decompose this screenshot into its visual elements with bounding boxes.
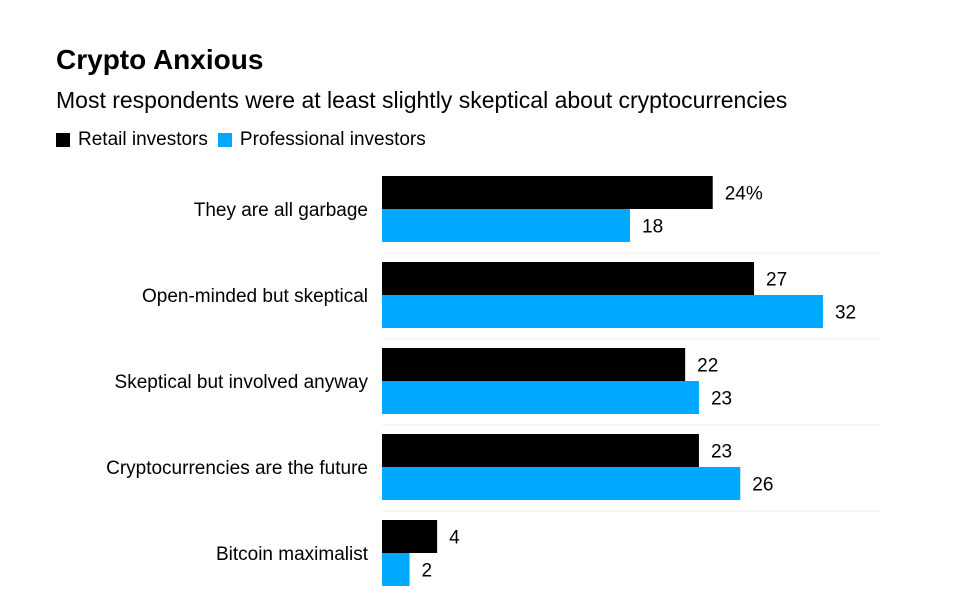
legend-label-professional: Professional investors	[239, 129, 426, 150]
legend-item-professional: Professional investors	[217, 129, 426, 151]
bar-professional	[382, 381, 699, 414]
category-label: They are all garbage	[194, 200, 368, 221]
bar-professional	[382, 553, 410, 586]
data-label: 18	[642, 217, 663, 238]
bar-retail	[382, 434, 699, 467]
data-label: 32	[835, 303, 856, 324]
category-label: Bitcoin maximalist	[216, 544, 369, 565]
data-label: 2	[422, 561, 433, 582]
legend-swatch-retail	[56, 133, 70, 147]
data-label: 23	[711, 442, 732, 463]
data-label: 26	[752, 475, 773, 496]
bar-retail	[382, 520, 438, 553]
legend-label-retail: Retail investors	[78, 129, 208, 150]
data-label: 22	[697, 356, 718, 377]
category-label: Open-minded but skeptical	[142, 286, 368, 307]
data-label: 4	[449, 528, 460, 549]
legend-swatch-professional	[217, 133, 232, 147]
bar-professional	[382, 295, 823, 328]
bar-retail	[382, 348, 686, 381]
category-label: Skeptical but involved anyway	[115, 372, 369, 393]
chart-title: Crypto Anxious	[56, 44, 264, 75]
bar-professional	[382, 209, 631, 242]
data-label: 27	[766, 270, 787, 291]
bar-retail	[382, 176, 713, 209]
category-label: Cryptocurrencies are the future	[106, 458, 368, 479]
bar-retail	[382, 262, 755, 295]
bar-professional	[382, 467, 741, 500]
chart-subtitle: Most respondents were at least slightly …	[56, 87, 788, 113]
legend-item-retail: Retail investors	[56, 129, 208, 151]
data-label: 24%	[725, 184, 763, 205]
data-label: 23	[711, 389, 732, 410]
legend: Retail investors Professional investors	[56, 129, 436, 151]
